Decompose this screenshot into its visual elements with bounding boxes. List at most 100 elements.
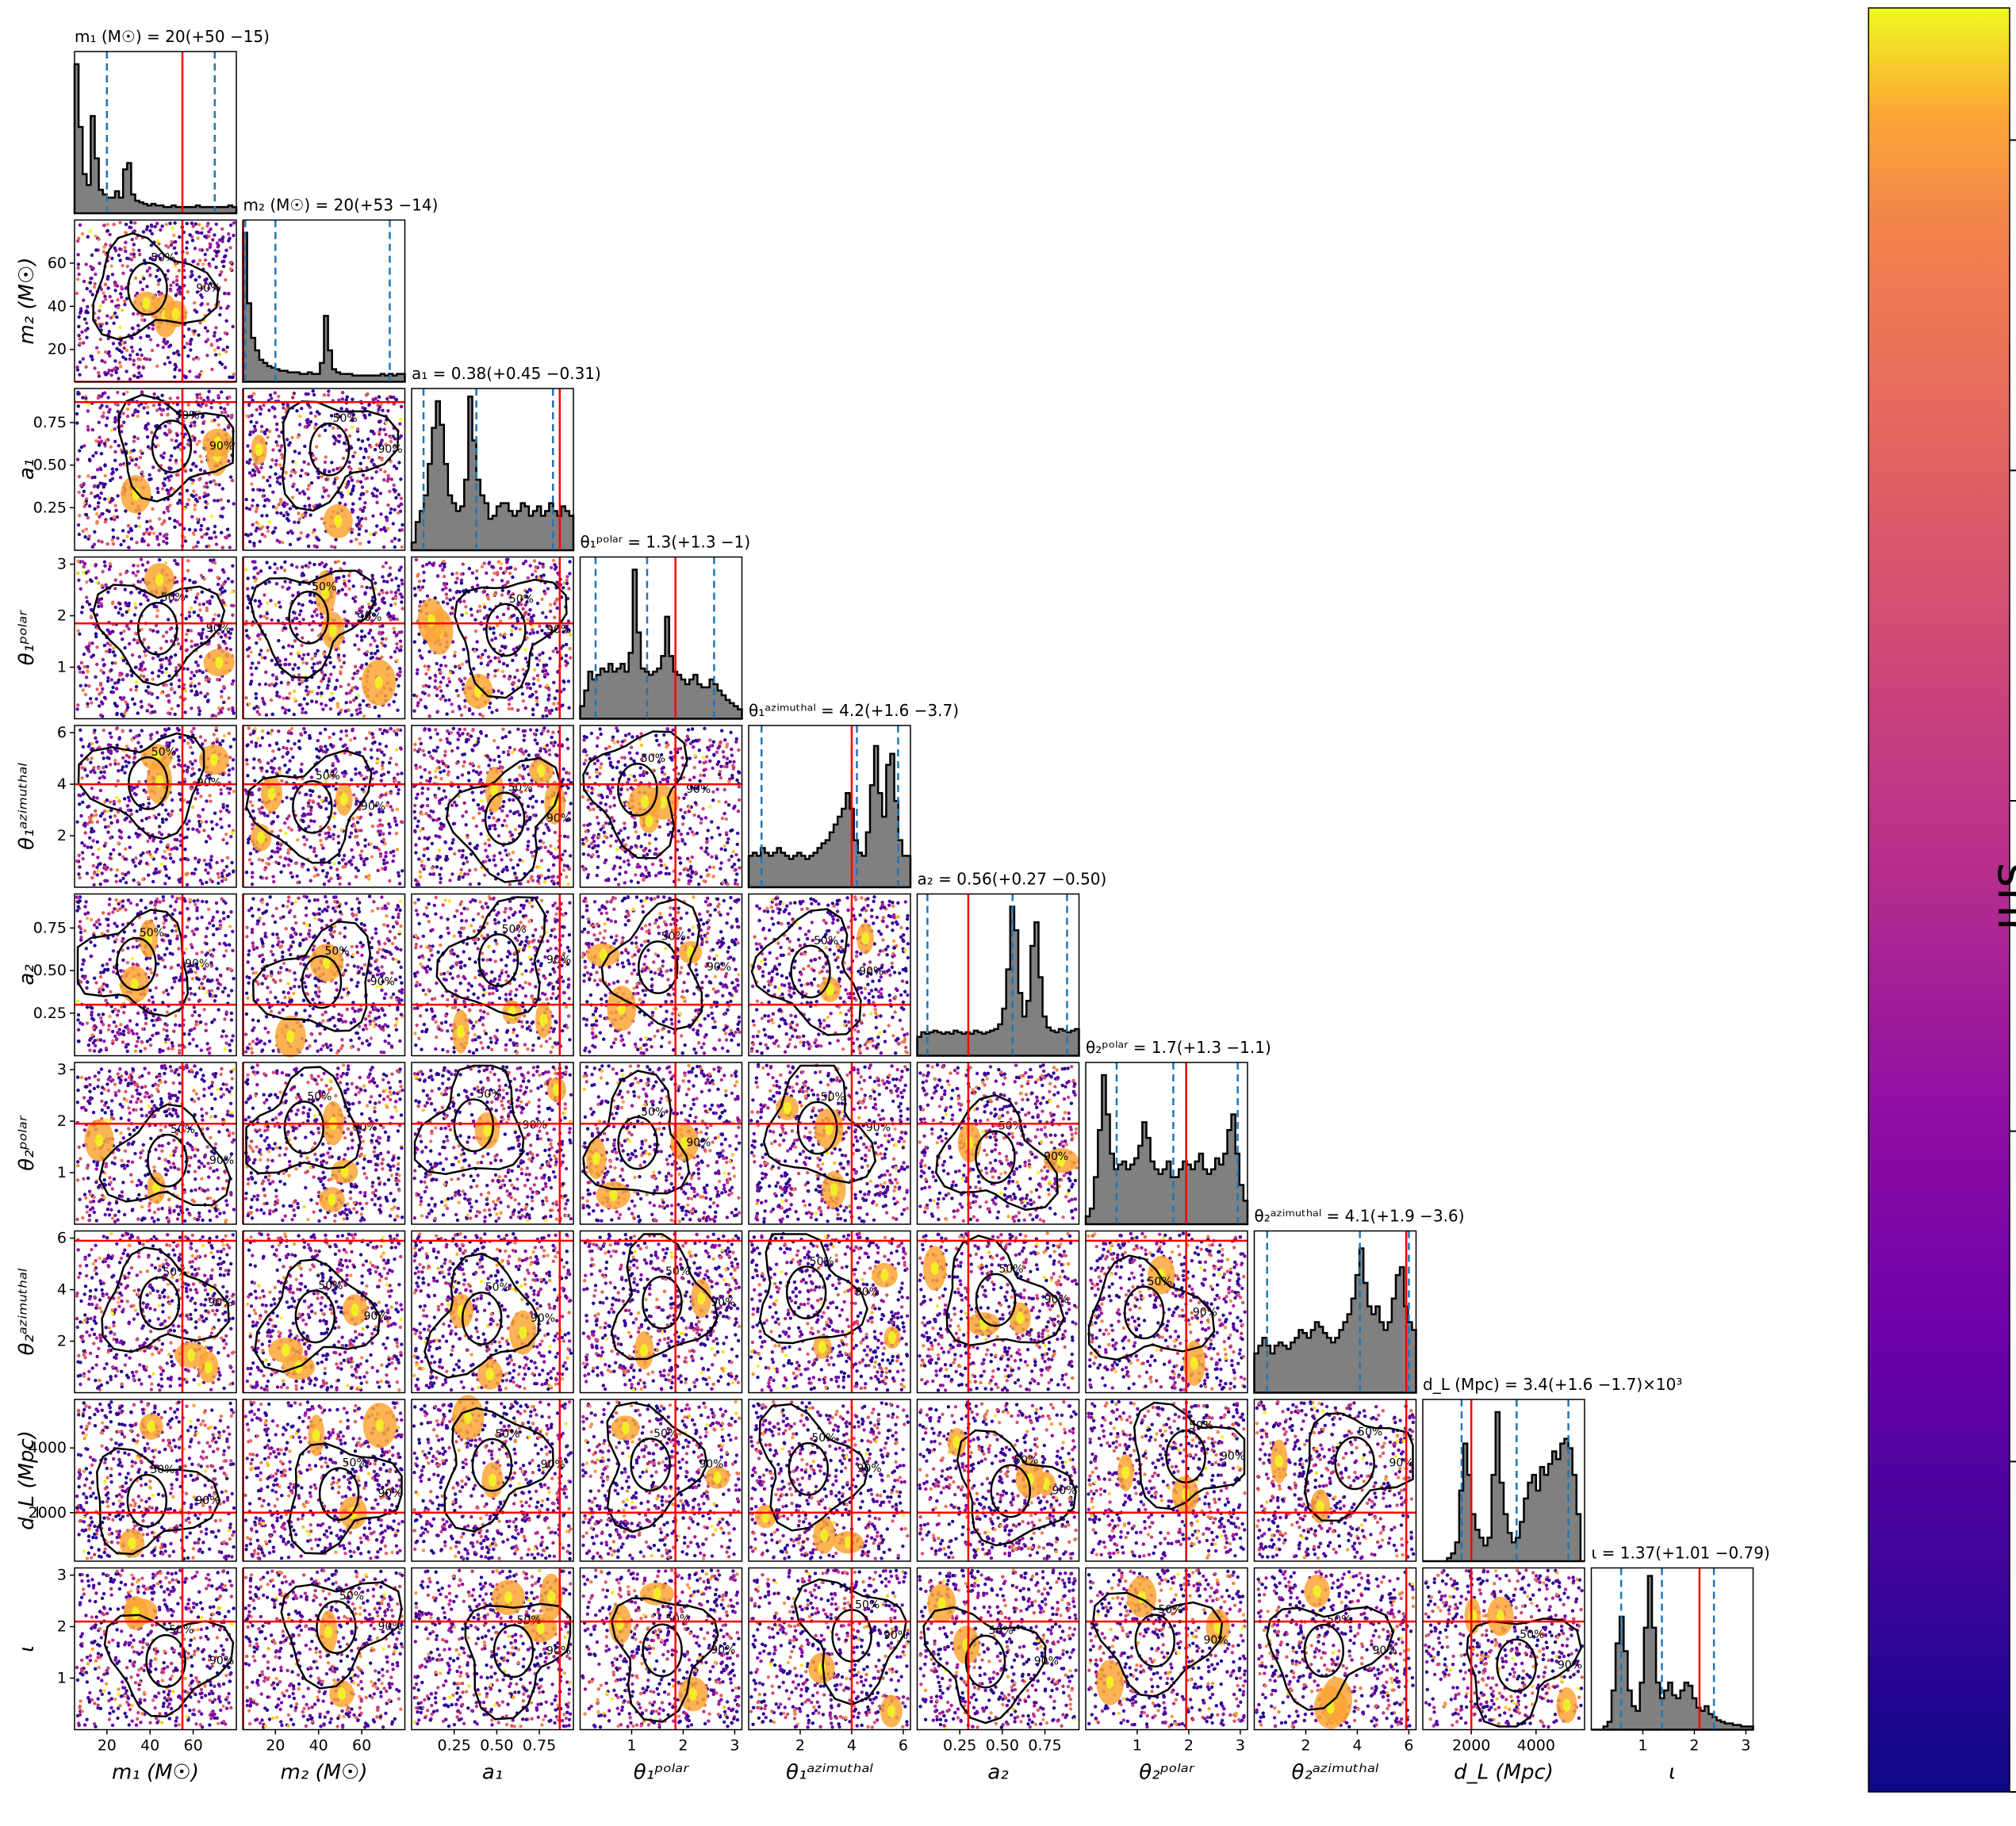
panel-frame [411,1062,574,1225]
x-tick-label: 2000 [1452,1737,1490,1755]
high-snr-core [213,436,222,450]
histogram-bars [1084,1074,1249,1226]
high-snr-core [339,792,348,806]
hist-panel-7-7: θ₂ᵃᶻⁱᵐᵘᵗʰᵃˡ = 4.1(+1.9 −3.6) [1253,1207,1465,1394]
y-axis-label: a₁ [15,459,39,480]
histogram-bars [1253,1247,1417,1394]
high-snr-core [830,1183,838,1196]
contour-90 [103,1614,235,1718]
contour-90 [610,1597,719,1723]
contour-label: 50% [1148,1276,1172,1288]
panel-frame [1422,1399,1585,1562]
scatter-panel-6-3: 50% 90% [579,1062,743,1225]
high-snr-core [375,1418,384,1432]
high-snr-core [1157,1269,1166,1282]
contour-50 [1496,1638,1537,1693]
contour-90 [98,1103,232,1207]
x-axis-label: m₂ (M☉) [280,1761,367,1785]
high-snr-core [658,796,667,810]
contour-50 [1334,1436,1375,1491]
contour-50 [301,955,343,1009]
contour-90 [600,898,703,1031]
contour-90 [101,1246,230,1353]
x-tick-label: 6 [1404,1737,1413,1755]
panel-frame [579,893,743,1057]
high-snr-core [334,515,343,528]
panel-frame [748,1230,911,1394]
scatter-panel-4-1: 50% 90% [242,725,406,888]
hist-panel-5-5: a₂ = 0.56(+0.27 −0.50) [916,870,1106,1057]
high-snr-core [930,1261,939,1275]
histogram-bars [1591,1575,1754,1731]
y-axis-label: θ₁ᵃᶻⁱᵐᵘᵗʰᵃˡ [15,762,39,850]
contour-label: 50% [653,1428,678,1441]
x-tick-label: 3 [1741,1737,1750,1755]
high-snr-core [820,1529,829,1542]
high-snr-core [142,297,151,310]
high-snr-core [552,1083,561,1097]
scatter-points [581,1063,742,1223]
contour-50 [116,936,157,991]
panel-frame [748,725,911,888]
high-snr-core [257,831,266,844]
contour-label: 90% [711,1296,735,1309]
contour-90 [945,1235,1065,1346]
panel-frame [579,1230,743,1394]
contour-50 [617,762,658,817]
y-tick-label: 4 [57,775,67,793]
contour-label: 50% [1189,1419,1213,1432]
scatter-panel-8-7: 50% 90% [1253,1399,1417,1562]
contour-90 [249,569,377,679]
scatter-panel-8-6: 50% 90% [1085,1399,1248,1562]
contour-50 [1123,1285,1165,1340]
x-tick-label: 20 [266,1737,285,1755]
scatter-points [581,1568,741,1729]
scatter-panel-7-1: 50% 90% [242,1230,406,1394]
panel-frame [1253,1230,1417,1394]
high-snr-core [1057,1154,1066,1167]
contour-label: 90% [1044,1150,1068,1163]
contour-label: 50% [307,1090,332,1103]
scatter-panel-2-0: 50% 90% 0.25 0.50 0.75 a₁ [15,388,237,551]
hist-panel-0-0: m₁ (M☉) = 20(+50 −15) [73,27,270,215]
y-tick-label: 2 [57,827,67,844]
contour-label: 90% [378,443,403,456]
hist-panel-6-6: θ₂ᵖᵒˡᵃʳ = 1.7(+1.3 −1.1) [1084,1038,1271,1226]
scatter-panel-1-0: 50% 90% 20 40 60 m₂ (M☉) [15,219,237,383]
panel-frame [74,388,237,551]
scatter-panel-9-4: 50% 90% 2 4 6 θ₁ᵃᶻⁱᵐᵘᵗʰᵃˡ [748,1567,911,1785]
scatter-points [1087,1399,1247,1560]
contour-label: 90% [208,1297,232,1310]
scatter-points [75,894,236,1055]
scatter-panel-3-0: 50% 90% 1 2 3 θ₁ᵖᵒˡᵃʳ [15,556,237,720]
panel-frame [579,556,743,720]
x-axis-label: θ₁ᵖᵒˡᵃʳ [634,1761,690,1785]
contour-label: 90% [196,1495,220,1507]
high-snr-core [537,764,546,778]
y-tick-label: 0.50 [33,457,67,474]
contour-label: 50% [1014,1454,1038,1467]
high-snr-core [1316,1499,1324,1513]
colorbar-label: snr [1987,863,2016,937]
snr-colorbar: 012345snr [1868,7,2016,1793]
high-snr-core [128,1537,136,1550]
contour-label: 50% [333,412,358,425]
panel-frame [916,1567,1080,1731]
x-axis-label: d_L (Mpc) [1454,1761,1554,1785]
x-axis-label: θ₂ᵃᶻⁱᵐᵘᵗʰᵃˡ [1292,1761,1380,1785]
high-snr-core [592,1152,600,1166]
panel-title: θ₂ᵖᵒˡᵃʳ = 1.7(+1.3 −1.1) [1086,1038,1271,1057]
high-snr-core [653,1587,661,1601]
x-tick-label: 60 [352,1737,371,1755]
contour-90 [280,1581,403,1690]
contour-90 [424,1252,540,1379]
high-snr-core [1190,1357,1198,1370]
contour-label: 50% [1358,1426,1382,1439]
panel-grid: m₁ (M☉) = 20(+50 −15) 50% 90% 20 40 60 m₂ (M☉)… [15,27,1770,1785]
panel-frame [748,1062,911,1225]
histogram-bars [579,568,743,720]
high-snr-core [312,1429,320,1442]
high-snr-core [490,783,499,796]
panel-frame [579,725,743,888]
scatter-panel-8-3: 50% 90% [579,1399,743,1562]
